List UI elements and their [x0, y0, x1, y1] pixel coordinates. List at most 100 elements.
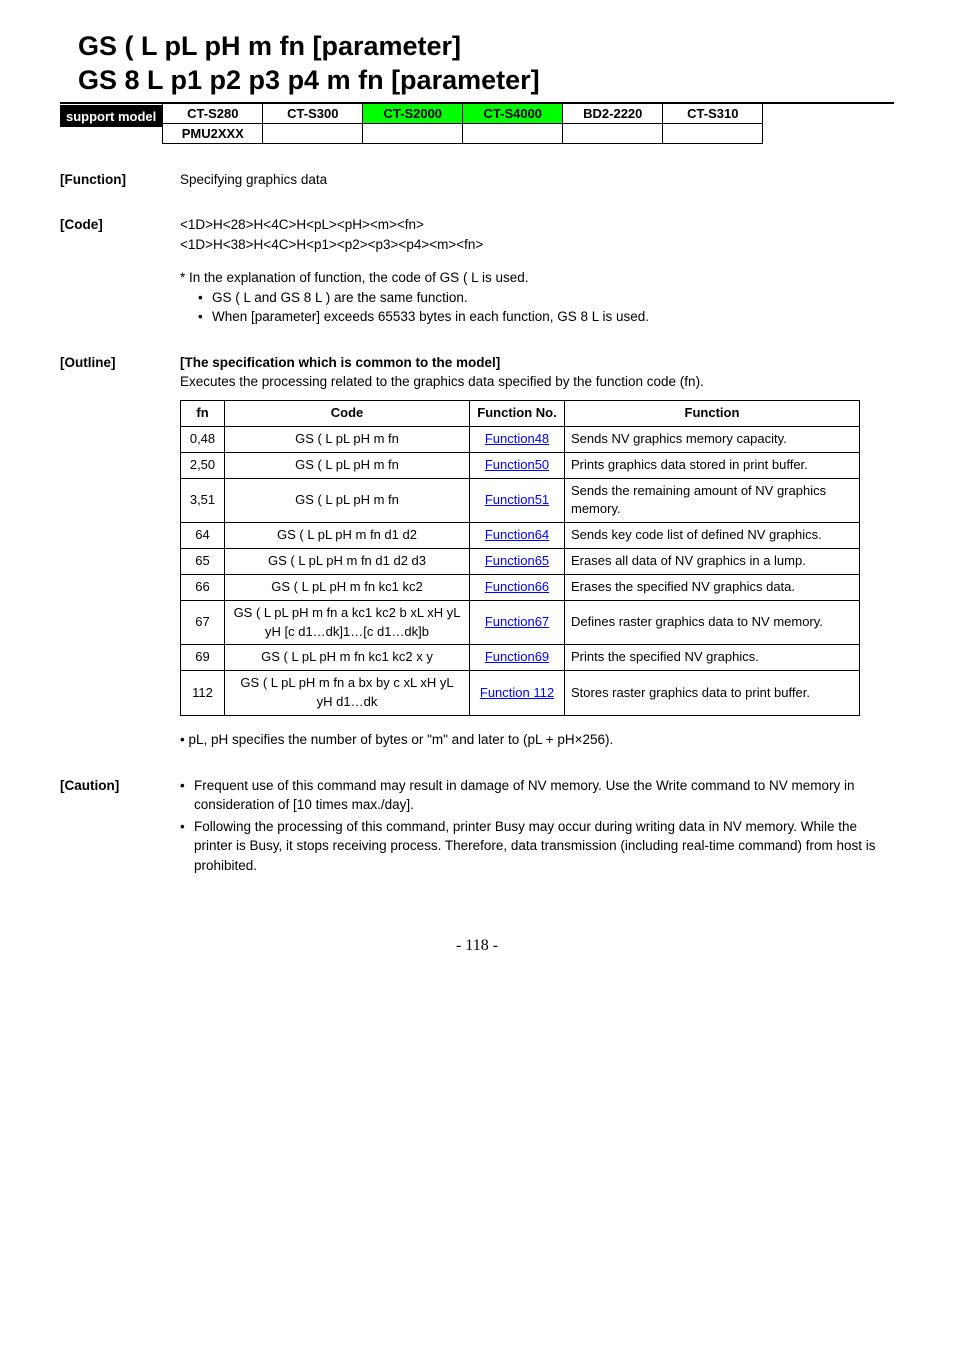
- support-cell: CT-S4000: [463, 103, 563, 123]
- page-number: - 118 -: [60, 937, 894, 955]
- table-row: 69GS ( L pL pH m fn kc1 kc2 x y Function6…: [181, 645, 860, 671]
- code-label: [Code]: [60, 215, 180, 327]
- caution-label: [Caution]: [60, 776, 180, 878]
- cell-code: GS ( L pL pH m fn a kc1 kc2 b xL xH yL y…: [225, 600, 470, 645]
- bullet-dot: •: [180, 776, 194, 815]
- outline-section: [Outline] [The specification which is co…: [60, 353, 894, 750]
- function-text: Specifying graphics data: [180, 170, 894, 190]
- support-cell: [263, 123, 363, 143]
- function-link[interactable]: Function64: [485, 527, 549, 542]
- cell-fn: 69: [181, 645, 225, 671]
- bullet-dot: •: [180, 817, 194, 876]
- table-row: 112GS ( L pL pH m fn a bx by c xL xH yL …: [181, 671, 860, 716]
- cell-function: Prints graphics data stored in print buf…: [565, 452, 860, 478]
- support-cell: PMU2XXX: [163, 123, 263, 143]
- caution-bullet: Frequent use of this command may result …: [194, 776, 894, 815]
- cell-code: GS ( L pL pH m fn d1 d2: [225, 523, 470, 549]
- function-link[interactable]: Function51: [485, 492, 549, 507]
- support-cell: [463, 123, 563, 143]
- cell-code: GS ( L pL pH m fn kc1 kc2 x y: [225, 645, 470, 671]
- support-cell: [663, 123, 763, 143]
- code-line-1: <1D>H<28>H<4C>H<pL><pH><m><fn>: [180, 215, 894, 235]
- cell-function-no: Function66: [470, 574, 565, 600]
- cell-fn: 3,51: [181, 478, 225, 523]
- cell-function-no: Function50: [470, 452, 565, 478]
- function-table: fn Code Function No. Function 0,48GS ( L…: [180, 400, 860, 716]
- caution-section: [Caution] •Frequent use of this command …: [60, 776, 894, 878]
- cell-function-no: Function69: [470, 645, 565, 671]
- cell-fn: 112: [181, 671, 225, 716]
- cell-function-no: Function64: [470, 523, 565, 549]
- cell-function: Defines raster graphics data to NV memor…: [565, 600, 860, 645]
- table-row: 65GS ( L pL pH m fn d1 d2 d3 Function65 Er…: [181, 549, 860, 575]
- cell-function-no: Function48: [470, 426, 565, 452]
- th-code: Code: [225, 401, 470, 427]
- table-row: 2,50GS ( L pL pH m fn Function50 Prints gr…: [181, 452, 860, 478]
- cell-function: Erases all data of NV graphics in a lump…: [565, 549, 860, 575]
- outline-title: [The specification which is common to th…: [180, 353, 894, 373]
- cell-function-no: Function67: [470, 600, 565, 645]
- th-fn: fn: [181, 401, 225, 427]
- command-title: GS ( L pL pH m fn [parameter] GS 8 L p1 …: [78, 30, 894, 98]
- code-note-1: * In the explanation of function, the co…: [180, 268, 894, 288]
- function-link[interactable]: Function50: [485, 457, 549, 472]
- cell-fn: 0,48: [181, 426, 225, 452]
- function-link[interactable]: Function69: [485, 649, 549, 664]
- cell-function: Erases the specified NV graphics data.: [565, 574, 860, 600]
- bullet-dot: •: [198, 288, 212, 308]
- function-label: [Function]: [60, 170, 180, 190]
- cell-code: GS ( L pL pH m fn kc1 kc2: [225, 574, 470, 600]
- code-section: [Code] <1D>H<28>H<4C>H<pL><pH><m><fn> <1…: [60, 215, 894, 327]
- cell-function: Prints the specified NV graphics.: [565, 645, 860, 671]
- cell-code: GS ( L pL pH m fn a bx by c xL xH yL yH …: [225, 671, 470, 716]
- code-bullet-2: When [parameter] exceeds 65533 bytes in …: [212, 307, 649, 327]
- cell-function: Sends key code list of defined NV graphi…: [565, 523, 860, 549]
- cell-code: GS ( L pL pH m fn d1 d2 d3: [225, 549, 470, 575]
- function-link[interactable]: Function67: [485, 614, 549, 629]
- support-cell: CT-S280: [163, 103, 263, 123]
- code-bullet-1: GS ( L and GS 8 L ) are the same functio…: [212, 288, 468, 308]
- cell-code: GS ( L pL pH m fn: [225, 478, 470, 523]
- title-line-1: GS ( L pL pH m fn [parameter]: [78, 30, 894, 64]
- cell-fn: 66: [181, 574, 225, 600]
- function-link[interactable]: Function66: [485, 579, 549, 594]
- cell-code: GS ( L pL pH m fn: [225, 426, 470, 452]
- support-model-label: support model: [60, 105, 162, 127]
- cell-fn: 64: [181, 523, 225, 549]
- support-model-table: CT-S280CT-S300CT-S2000CT-S4000BD2-2220CT…: [162, 103, 763, 144]
- table-row: 67GS ( L pL pH m fn a kc1 kc2 b xL xH yL…: [181, 600, 860, 645]
- function-link[interactable]: Function65: [485, 553, 549, 568]
- after-table-note: • pL, pH specifies the number of bytes o…: [180, 730, 894, 750]
- support-cell: CT-S300: [263, 103, 363, 123]
- cell-fn: 65: [181, 549, 225, 575]
- function-link[interactable]: Function 112: [480, 685, 554, 700]
- support-cell: [363, 123, 463, 143]
- function-link[interactable]: Function48: [485, 431, 549, 446]
- support-cell: CT-S2000: [363, 103, 463, 123]
- table-row: 0,48GS ( L pL pH m fn Function48 Sends NV …: [181, 426, 860, 452]
- support-model-block: support model CT-S280CT-S300CT-S2000CT-S…: [60, 103, 894, 144]
- bullet-dot: •: [198, 307, 212, 327]
- support-cell: CT-S310: [663, 103, 763, 123]
- table-row: 66GS ( L pL pH m fn kc1 kc2 Function66 Era…: [181, 574, 860, 600]
- th-function-no: Function No.: [470, 401, 565, 427]
- support-cell: BD2-2220: [563, 103, 663, 123]
- cell-function-no: Function51: [470, 478, 565, 523]
- cell-fn: 2,50: [181, 452, 225, 478]
- cell-function: Stores raster graphics data to print buf…: [565, 671, 860, 716]
- function-section: [Function] Specifying graphics data: [60, 170, 894, 190]
- th-function: Function: [565, 401, 860, 427]
- cell-function: Sends NV graphics memory capacity.: [565, 426, 860, 452]
- support-cell: [563, 123, 663, 143]
- caution-bullet: Following the processing of this command…: [194, 817, 894, 876]
- cell-fn: 67: [181, 600, 225, 645]
- cell-function-no: Function 112: [470, 671, 565, 716]
- outline-desc: Executes the processing related to the g…: [180, 372, 894, 392]
- title-line-2: GS 8 L p1 p2 p3 p4 m fn [parameter]: [78, 64, 894, 98]
- cell-function: Sends the remaining amount of NV graphic…: [565, 478, 860, 523]
- table-row: 3,51GS ( L pL pH m fn Function51 Sends the…: [181, 478, 860, 523]
- table-row: 64GS ( L pL pH m fn d1 d2 Function64 Sends…: [181, 523, 860, 549]
- cell-code: GS ( L pL pH m fn: [225, 452, 470, 478]
- code-line-2: <1D>H<38>H<4C>H<p1><p2><p3><p4><m><fn>: [180, 235, 894, 255]
- outline-label: [Outline]: [60, 353, 180, 750]
